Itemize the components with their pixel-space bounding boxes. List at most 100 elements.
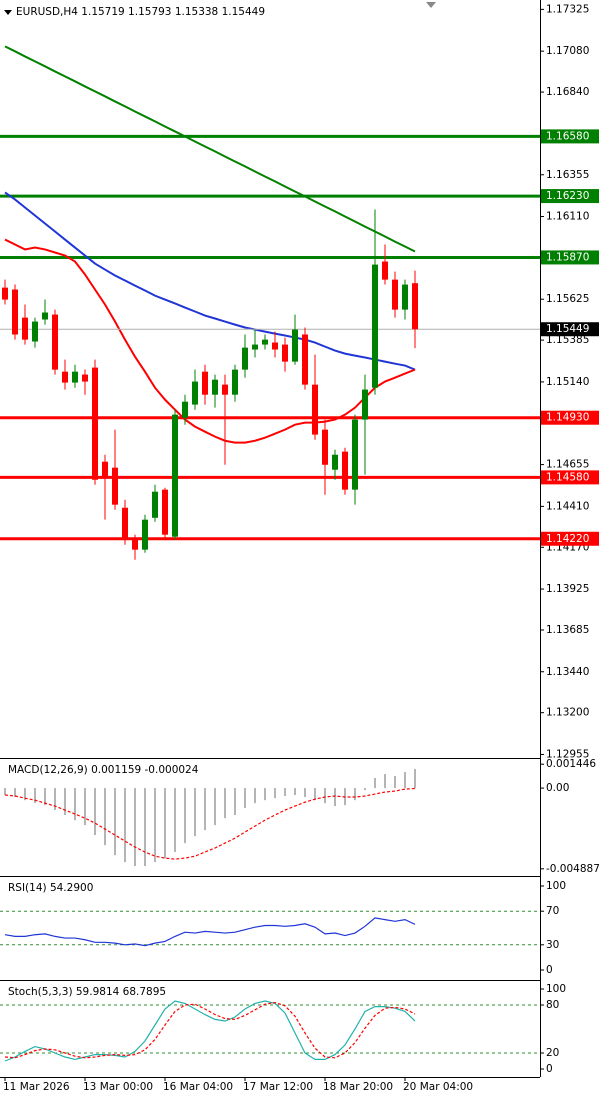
candle-body [142,519,148,550]
histogram-bar [244,788,246,809]
candle-body [212,379,218,395]
histogram-bar [254,788,256,804]
moving-average [4,238,416,444]
candle-body [252,344,258,350]
histogram-bar [274,788,276,799]
histogram-bar [134,788,136,867]
indicator-line [4,787,416,860]
y-tick-label: 1.13925 [546,583,589,595]
y-tick-label: 1.17080 [546,45,589,57]
histogram-bar [404,772,406,789]
histogram-bar [304,788,306,798]
y-tick-label: 30 [546,939,559,951]
candle-body [162,489,168,535]
x-tick-label: 18 Mar 20:00 [323,1081,393,1093]
price-label: 1.15449 [546,323,589,335]
candle-body [222,384,228,395]
price-label-bg [541,410,599,425]
candle-body [152,491,158,518]
histogram-bar [34,788,36,804]
histogram-bar [24,788,26,801]
candle-body [322,429,328,465]
histogram-bar [334,788,336,807]
moving-average [4,191,416,371]
y-tick-label: 1.13200 [546,707,589,719]
y-tick-label: 0.00 [546,782,569,794]
y-tick-label: -0.004887 [546,863,600,875]
price-label: 1.15870 [546,251,589,263]
y-tick-label: 1.16355 [546,169,589,181]
candle-body [112,467,118,505]
histogram-bar [194,788,196,837]
histogram-bar [214,788,216,826]
candle-body [72,371,78,383]
candle-body [402,284,408,310]
y-tick-label: 1.12955 [546,748,589,760]
histogram-bar [14,788,16,798]
histogram-bar [104,788,106,846]
candle-body [202,371,208,395]
histogram-bar [314,788,316,801]
candle-body [172,414,178,537]
indicator-title: MACD(12,26,9) 0.001159 -0.000024 [8,764,199,776]
candle-body [102,461,108,478]
frames [0,0,541,1078]
candle-body [282,344,288,362]
price-label-bg [541,470,599,485]
histogram-bar [224,788,226,819]
y-tick-label: 1.13440 [546,666,589,678]
price-label-bg [541,189,599,204]
y-tick-label: 80 [546,999,559,1011]
x-tick-label: 11 Mar 2026 [3,1081,70,1093]
x-tick-label: 17 Mar 12:00 [243,1081,313,1093]
candle-body [332,454,338,470]
candle-body [392,279,398,310]
indicator-line [4,1000,416,1062]
histogram-bar [4,788,6,796]
candle-body [352,419,358,490]
y-tick-label: 1.14655 [546,459,589,471]
indicator-line [4,1001,416,1059]
price-label: 1.16580 [546,130,589,142]
x-tick-label: 20 Mar 04:00 [403,1081,473,1093]
histogram-bar [204,788,206,831]
candle-body [22,317,28,340]
histogram-bar [364,788,366,791]
price-label-bg [541,250,599,265]
candle-body [62,371,68,383]
price-label-bg [541,322,599,337]
y-tick-label: 0 [546,1063,553,1075]
candle-body [32,321,38,342]
candle-body [122,507,128,540]
candle-body [362,389,368,420]
candle-body [2,287,8,300]
y-tick-label: 70 [546,905,559,917]
candle-body [382,261,388,280]
y-tick-label: 20 [546,1047,559,1059]
price-label-bg [541,129,599,144]
histogram-bar [284,788,286,797]
y-tick-label: 1.15385 [546,334,589,346]
x-tick-label: 13 Mar 00:00 [83,1081,153,1093]
candle-body [192,381,198,405]
histogram-bar [144,788,146,867]
histogram-bar [394,776,396,789]
y-tick-label: 1.14410 [546,500,589,512]
menu-arrow[interactable] [4,10,12,15]
candle-body [262,339,268,345]
y-tick-label: 1.15625 [546,293,589,305]
histogram-bar [264,788,266,801]
indicator-title: RSI(14) 54.2900 [8,882,93,894]
y-tick-label: 1.17325 [546,3,589,15]
price-label: 1.14580 [546,471,589,483]
indicator-title: Stoch(5,3,3) 59.9814 68.7895 [8,986,166,998]
y-tick-label: 100 [546,983,566,995]
histogram-bar [124,788,126,863]
histogram-bar [154,788,156,863]
x-tick-label: 16 Mar 04:00 [163,1081,233,1093]
candle-body [372,264,378,388]
histogram-bar [234,788,236,816]
histogram-bar [354,788,356,801]
